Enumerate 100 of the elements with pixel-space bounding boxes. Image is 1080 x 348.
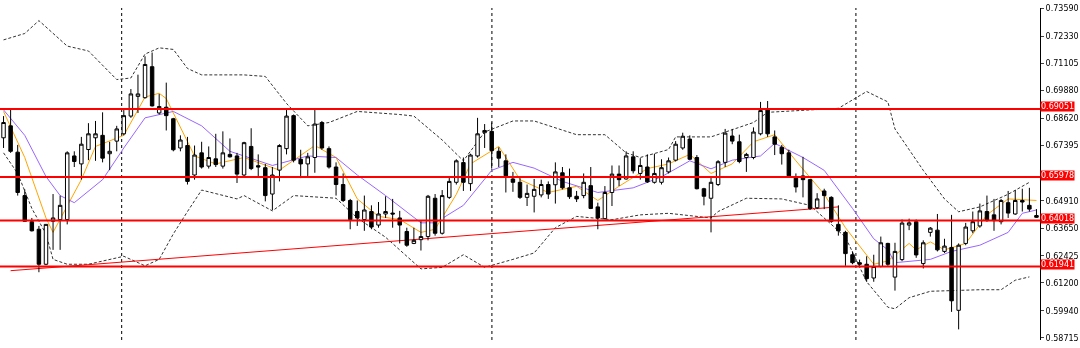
candlestick [404, 227, 410, 248]
candlestick [857, 259, 862, 268]
candlestick [256, 153, 261, 178]
candlestick [199, 141, 204, 170]
ref-line-label: 0.61941 [1041, 260, 1075, 269]
candlestick [178, 134, 183, 152]
candlestick [630, 150, 636, 174]
candlestick [100, 111, 105, 163]
candlestick [638, 157, 643, 181]
candlestick [821, 188, 827, 210]
candlestick [312, 109, 318, 174]
candlestick [86, 122, 91, 161]
y-tick-label: 0.62425 [1045, 251, 1079, 261]
candlestick [234, 152, 240, 184]
candlestick [913, 219, 919, 259]
candlestick [722, 128, 728, 168]
candlestick [8, 107, 13, 154]
candlestick [1013, 189, 1018, 216]
candlestick [192, 145, 197, 181]
y-tick-label: 0.63650 [1045, 224, 1079, 234]
candlestick [411, 227, 417, 245]
candlestick [72, 150, 77, 168]
candlestick [319, 120, 325, 151]
candlestick [963, 222, 968, 246]
candlestick [270, 166, 275, 211]
candlestick [326, 145, 332, 170]
y-tick-label: 0.61200 [1045, 278, 1079, 288]
candlestick [291, 114, 296, 163]
candlestick [567, 168, 572, 200]
candlestick [524, 184, 530, 207]
candlestick [135, 74, 141, 114]
ref-line-label: 0.65978 [1041, 171, 1075, 180]
candlestick [284, 109, 289, 155]
candlestick [814, 192, 820, 210]
candlestick [744, 152, 749, 173]
candlestick [15, 144, 20, 197]
candlestick [263, 163, 268, 202]
candlestick [79, 136, 84, 181]
candlestick [935, 213, 940, 252]
candlestick [22, 188, 27, 223]
y-tick-label: 0.73590 [1045, 4, 1079, 14]
candlestick [107, 141, 112, 171]
candlestick [765, 100, 770, 138]
candlestick [1027, 187, 1032, 213]
y-tick-label: 0.72330 [1045, 32, 1079, 42]
candlestick [220, 130, 226, 170]
candlestick [206, 145, 211, 170]
candlestick [779, 144, 784, 166]
candlestick [899, 219, 905, 262]
candlestick [574, 190, 579, 203]
y-tick-label: 0.64910 [1045, 196, 1079, 206]
candlestick [447, 176, 452, 200]
line-series [3, 152, 1030, 310]
candlestick [1020, 188, 1025, 213]
candlestick [241, 141, 247, 178]
candlestick [340, 172, 346, 203]
candlestick [128, 88, 134, 119]
candlestick [807, 178, 813, 211]
candlestick [171, 117, 176, 152]
y-tick-label: 0.59940 [1045, 306, 1079, 316]
candlestick [921, 239, 926, 269]
y-tick-label: 0.58715 [1045, 333, 1079, 343]
candlestick [906, 218, 912, 231]
candlestick [949, 214, 954, 313]
candlestick [666, 157, 671, 174]
candlestick [362, 195, 367, 232]
candlestick [546, 180, 551, 200]
candlestick [482, 123, 487, 149]
candlestick [878, 236, 884, 268]
candlestick [305, 152, 310, 178]
candlestick [553, 161, 558, 205]
candlestick [227, 137, 233, 158]
candlestick [347, 198, 353, 230]
candlestick [772, 129, 777, 156]
candlestick [454, 158, 459, 186]
candlestick [708, 176, 714, 233]
candlestick [439, 189, 445, 236]
candlestick [164, 82, 169, 131]
candlestick [64, 150, 70, 225]
candlestick [248, 127, 254, 171]
candlestick [475, 117, 480, 158]
candlestick [970, 211, 976, 234]
y-tick-label: 0.68620 [1045, 114, 1079, 124]
candlestick [531, 178, 537, 213]
candlestick [277, 143, 282, 182]
candlestick [595, 202, 601, 230]
candlestick [673, 140, 678, 162]
candlestick [333, 161, 339, 197]
candlestick [645, 153, 650, 184]
candlestick [93, 120, 98, 162]
candlestick [581, 172, 586, 199]
candlestick [751, 126, 756, 160]
candlestick [701, 187, 707, 206]
candlestick [29, 217, 35, 232]
candlestick [461, 157, 466, 192]
candlestick [609, 164, 615, 207]
candlestick [36, 225, 42, 273]
line-series [3, 20, 1030, 213]
ref-line-label: 0.69051 [1041, 102, 1075, 111]
candlestick [623, 150, 629, 181]
